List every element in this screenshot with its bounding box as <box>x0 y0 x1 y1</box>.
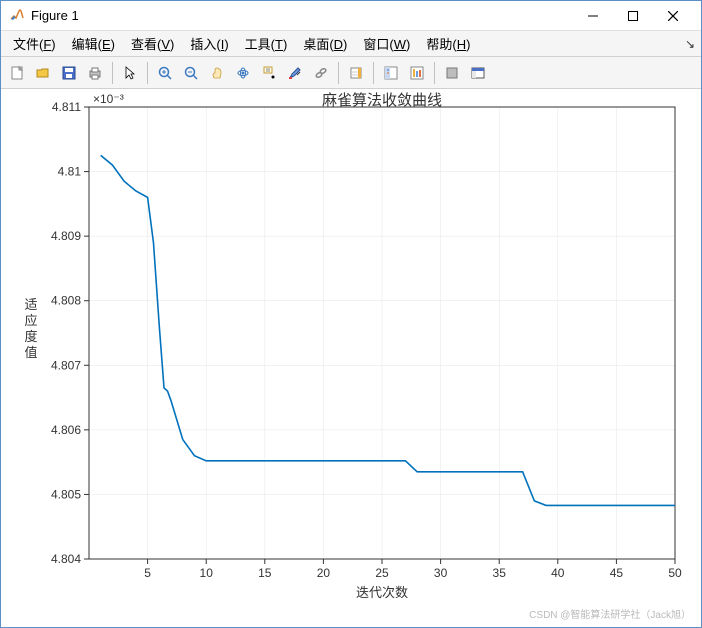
insert-legend-button[interactable] <box>405 61 429 85</box>
x-tick-label: 15 <box>258 566 272 580</box>
chart-area: 5 10 15 20 25 30 35 40 45 50 4.804 4.805 4.806 4.807 4… <box>1 89 701 627</box>
rotate3d-button[interactable] <box>231 61 255 85</box>
chart-title: 麻雀算法收敛曲线 <box>322 91 442 109</box>
zoom-out-button[interactable] <box>179 61 203 85</box>
menu-help[interactable]: 帮助(H) <box>418 31 478 56</box>
legend-button[interactable] <box>379 61 403 85</box>
x-tick-label: 10 <box>200 566 214 580</box>
titlebar: Figure 1 <box>1 1 701 31</box>
x-tick-label: 50 <box>668 566 682 580</box>
y-axis-label: 应 <box>24 313 37 328</box>
y-tick-label: 4.807 <box>51 358 81 372</box>
maximize-button[interactable] <box>613 2 653 30</box>
x-tick-label: 30 <box>434 566 448 580</box>
pan-button[interactable] <box>205 61 229 85</box>
hide-tools-button[interactable] <box>440 61 464 85</box>
menu-help-label: 帮助(H) <box>426 37 470 52</box>
menu-insert[interactable]: 插入(I) <box>182 31 236 56</box>
y-tick-label: 4.81 <box>58 165 82 179</box>
dock-corner-icon[interactable]: ↘ <box>685 37 695 51</box>
menu-tools-label: 工具(T) <box>245 37 288 52</box>
toolbar-separator <box>373 62 374 84</box>
menu-desktop[interactable]: 桌面(D) <box>295 31 355 56</box>
y-tick-label: 4.804 <box>51 552 81 566</box>
menu-file[interactable]: 文件(F) <box>5 31 64 56</box>
figure-window: Figure 1 文件(F) 编辑(E) 查看(V) 插入(I) 工具(T) 桌… <box>0 0 702 628</box>
menu-edit-label: 编辑(E) <box>72 37 115 52</box>
y-exponent-label: ×10⁻³ <box>93 92 124 106</box>
link-button[interactable] <box>309 61 333 85</box>
toolbar <box>1 57 701 89</box>
close-button[interactable] <box>653 2 693 30</box>
x-tick-label: 20 <box>317 566 331 580</box>
zoom-in-button[interactable] <box>153 61 177 85</box>
brush-button[interactable] <box>283 61 307 85</box>
y-tick-label: 4.811 <box>52 100 81 114</box>
minimize-button[interactable] <box>573 2 613 30</box>
y-tick-label: 4.805 <box>51 487 81 501</box>
datacursor-button[interactable] <box>257 61 281 85</box>
x-tick-label: 45 <box>610 566 624 580</box>
x-tick-label: 25 <box>375 566 389 580</box>
menu-view[interactable]: 查看(V) <box>123 31 182 56</box>
matlab-icon <box>9 8 25 24</box>
new-figure-button[interactable] <box>5 61 29 85</box>
y-axis-label: 值 <box>24 345 37 360</box>
y-axis-label: 度 <box>24 329 37 344</box>
y-axis-label: 适 <box>24 297 37 312</box>
x-tick-label: 40 <box>551 566 565 580</box>
x-tick-label: 35 <box>493 566 507 580</box>
toolbar-separator <box>338 62 339 84</box>
print-button[interactable] <box>83 61 107 85</box>
save-button[interactable] <box>57 61 81 85</box>
toolbar-separator <box>434 62 435 84</box>
menu-window[interactable]: 窗口(W) <box>355 31 418 56</box>
chart-svg: 5 10 15 20 25 30 35 40 45 50 4.804 4.805 4.806 4.807 4… <box>1 89 701 625</box>
y-tick-label: 4.808 <box>51 294 81 308</box>
show-tools-button[interactable] <box>466 61 490 85</box>
menu-edit[interactable]: 编辑(E) <box>64 31 123 56</box>
window-title: Figure 1 <box>31 8 573 23</box>
menu-insert-label: 插入(I) <box>190 37 228 52</box>
menu-file-label: 文件(F) <box>13 37 56 52</box>
x-tick-label: 5 <box>144 566 151 580</box>
colorbar-button[interactable] <box>344 61 368 85</box>
x-axis-label: 迭代次数 <box>356 585 408 600</box>
menu-desktop-label: 桌面(D) <box>303 37 347 52</box>
toolbar-separator <box>112 62 113 84</box>
y-tick-label: 4.806 <box>51 423 81 437</box>
y-tick-label: 4.809 <box>51 229 81 243</box>
pointer-button[interactable] <box>118 61 142 85</box>
menubar: 文件(F) 编辑(E) 查看(V) 插入(I) 工具(T) 桌面(D) 窗口(W… <box>1 31 701 57</box>
menu-tools[interactable]: 工具(T) <box>237 31 296 56</box>
menu-view-label: 查看(V) <box>131 37 174 52</box>
menu-window-label: 窗口(W) <box>363 37 410 52</box>
toolbar-separator <box>147 62 148 84</box>
open-button[interactable] <box>31 61 55 85</box>
